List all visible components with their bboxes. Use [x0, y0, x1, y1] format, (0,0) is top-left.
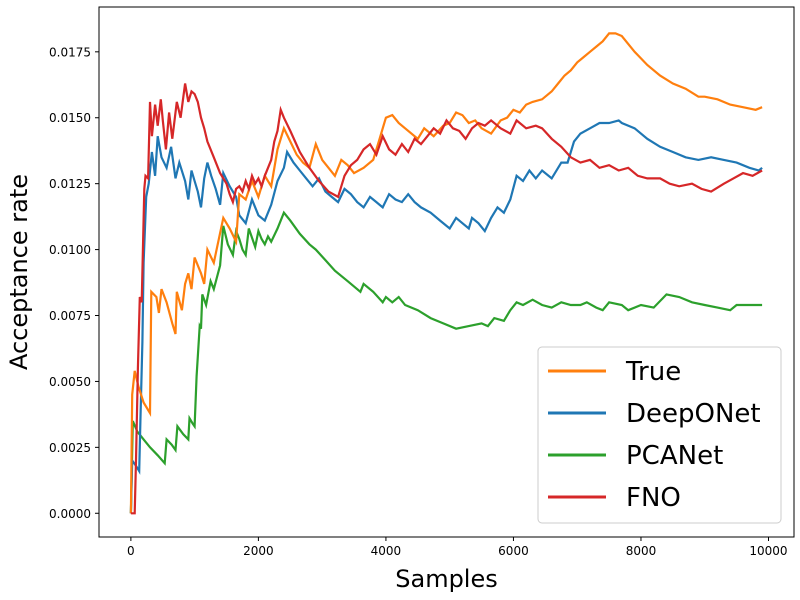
series-line-deeponet [129, 119, 763, 514]
x-tick-label: 8000 [626, 544, 657, 558]
series-line-fno [130, 83, 763, 515]
series-layer [129, 32, 763, 515]
plot-frame [98, 6, 795, 538]
x-tick-label: 4000 [371, 544, 402, 558]
y-tick-label: 0.0125 [49, 177, 91, 191]
y-tick-label: 0.0050 [49, 375, 91, 389]
legend-label: FNO [626, 483, 681, 513]
x-tick-label: 2000 [243, 544, 274, 558]
series-line-true [129, 32, 763, 514]
y-tick-label: 0.0025 [49, 441, 91, 455]
y-axis: 0.0000 0.0025 0.0050 0.0075 0.0100 0.0125 0.01… [49, 45, 99, 521]
x-axis: 0 2000 4000 6000 8000 10000 [127, 537, 788, 558]
y-axis-label: Acceptance rate [5, 174, 33, 370]
x-tick-label: 10000 [749, 544, 787, 558]
legend-label: True [625, 357, 681, 387]
x-axis-label: Samples [395, 565, 498, 593]
x-tick-label: 0 [127, 544, 135, 558]
legend: True DeepONet PCANet FNO [537, 346, 782, 524]
legend-box [537, 346, 782, 524]
y-tick-label: 0.0075 [49, 309, 91, 323]
y-tick-label: 0.0150 [49, 111, 91, 125]
y-tick-label: 0.0175 [49, 45, 91, 59]
legend-label: PCANet [626, 441, 723, 471]
series-line-pcanet [129, 210, 763, 514]
y-tick-label: 0.0100 [49, 243, 91, 257]
legend-label: DeepONet [626, 399, 761, 429]
y-tick-label: 0.0000 [49, 507, 91, 521]
x-tick-label: 6000 [498, 544, 529, 558]
